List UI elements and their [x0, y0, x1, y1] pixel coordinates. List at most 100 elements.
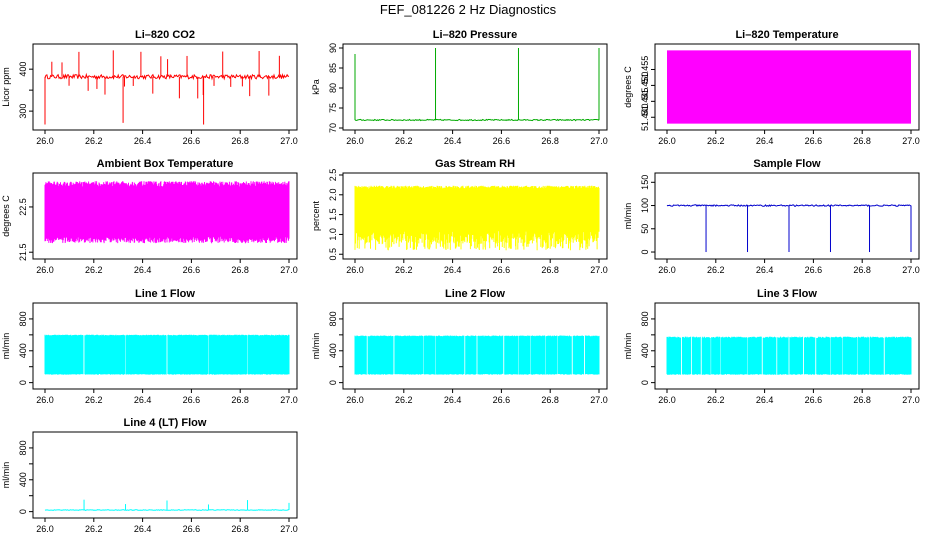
- y-tick-label: 100: [640, 198, 650, 213]
- chart-title: Line 4 (LT) Flow: [124, 417, 207, 429]
- y-tick-label: 300: [18, 104, 28, 119]
- y-tick-label: 1.0: [328, 228, 338, 241]
- chart-panel-8: Line 2 Flow ml/min 26.0 26.2 26.4 26.6 26.8 27.…: [311, 288, 608, 405]
- data-series: [44, 50, 290, 125]
- y-tick-label: 2.5: [328, 169, 338, 182]
- y-tick-label: 80: [328, 83, 338, 93]
- x-tick-label: 26.2: [85, 136, 103, 146]
- y-tick-label: 22.5: [18, 198, 28, 216]
- chart-panel-4: Ambient Box Temperature degrees C 26.0 26.2…: [1, 158, 298, 275]
- y-tick-label: 0: [640, 250, 650, 255]
- plot-frame: [654, 172, 920, 260]
- y-axis-label: ml/min: [1, 462, 11, 489]
- x-tick-label: 26.2: [395, 395, 413, 405]
- x-tick-label: 26.4: [134, 265, 152, 275]
- plot-frame: [342, 172, 608, 260]
- x-tick-label: 26.8: [231, 524, 249, 534]
- x-tick-label: 26.8: [853, 265, 871, 275]
- x-tick-label: 26.2: [395, 265, 413, 275]
- plot-frame: [342, 43, 608, 131]
- data-spread: [354, 335, 600, 375]
- x-tick-label: 27.0: [590, 265, 608, 275]
- chart-panel-10: Line 4 (LT) Flow ml/min 26.0 26.2 26.4 26.6 26…: [1, 417, 298, 534]
- x-tick-label: 27.0: [902, 265, 920, 275]
- chart-title: Gas Stream RH: [435, 158, 515, 170]
- chart-panel-7: Line 1 Flow ml/min 26.0 26.2 26.4 26.6 26.8 27.…: [1, 288, 298, 405]
- data-series: [44, 499, 290, 511]
- x-tick-label: 26.6: [183, 395, 201, 405]
- data-series: [354, 48, 600, 122]
- y-axis-label: percent: [311, 200, 321, 231]
- x-tick-label: 26.8: [231, 265, 249, 275]
- x-tick-label: 26.4: [756, 265, 774, 275]
- x-tick-label: 26.0: [658, 265, 676, 275]
- chart-title: Line 1 Flow: [135, 288, 195, 300]
- x-tick-label: 26.2: [85, 265, 103, 275]
- x-tick-label: 26.6: [805, 136, 823, 146]
- data-spread: [44, 334, 290, 375]
- x-tick-label: 26.0: [36, 524, 54, 534]
- x-tick-label: 26.4: [134, 136, 152, 146]
- y-tick-label: 400: [328, 343, 338, 358]
- y-tick-label: 90: [328, 43, 338, 53]
- x-tick-label: 26.2: [85, 524, 103, 534]
- y-axis-label: ml/min: [311, 333, 321, 360]
- x-tick-label: 27.0: [590, 136, 608, 146]
- chart-title: Li–820 Temperature: [735, 29, 838, 41]
- x-tick-label: 26.4: [444, 395, 462, 405]
- data-series: [667, 50, 911, 124]
- y-tick-label: 400: [640, 343, 650, 358]
- y-tick-label: 2.0: [328, 189, 338, 202]
- x-tick-label: 27.0: [280, 265, 298, 275]
- y-tick-label: 21.5: [18, 243, 28, 261]
- data-trace: [44, 509, 289, 511]
- data-spread: [666, 336, 912, 375]
- x-tick-label: 26.6: [183, 265, 201, 275]
- y-axis-label: ml/min: [623, 333, 633, 360]
- data-band: [667, 50, 911, 124]
- data-series: [354, 335, 600, 375]
- x-tick-label: 26.2: [707, 136, 725, 146]
- x-tick-label: 26.4: [444, 265, 462, 275]
- y-tick-label: 800: [18, 440, 28, 455]
- y-tick-label: 400: [18, 472, 28, 487]
- x-tick-label: 27.0: [280, 524, 298, 534]
- x-tick-label: 26.6: [493, 136, 511, 146]
- data-spread: [44, 181, 290, 244]
- plot-frame: [32, 43, 298, 131]
- x-tick-label: 26.4: [444, 136, 462, 146]
- plot-frame: [32, 172, 298, 260]
- page-title: FEF_081226 2 Hz Diagnostics: [379, 2, 557, 17]
- x-tick-label: 26.6: [805, 395, 823, 405]
- data-series: [44, 181, 290, 244]
- data-series: [354, 185, 600, 251]
- y-tick-label: 51.450: [640, 72, 650, 100]
- x-tick-label: 26.8: [853, 136, 871, 146]
- y-tick-label: 800: [18, 311, 28, 326]
- x-tick-label: 26.2: [707, 395, 725, 405]
- x-tick-label: 27.0: [590, 395, 608, 405]
- y-tick-label: 800: [640, 311, 650, 326]
- chart-title: Ambient Box Temperature: [97, 158, 234, 170]
- y-tick-label: 0: [328, 380, 338, 385]
- y-tick-label: 0.5: [328, 248, 338, 261]
- plot-frame: [32, 431, 298, 519]
- x-tick-label: 26.6: [493, 265, 511, 275]
- y-tick-label: 51.455: [640, 56, 650, 84]
- y-tick-label: 800: [328, 311, 338, 326]
- plot-frame: [654, 43, 920, 131]
- plot-frame: [32, 302, 298, 390]
- chart-title: Li–820 Pressure: [433, 29, 517, 41]
- y-axis-label: Licor ppm: [1, 67, 11, 107]
- x-tick-label: 26.8: [231, 395, 249, 405]
- x-tick-label: 26.8: [231, 136, 249, 146]
- data-series: [44, 334, 290, 375]
- x-tick-label: 26.8: [541, 136, 559, 146]
- x-tick-label: 27.0: [280, 395, 298, 405]
- x-tick-label: 26.8: [541, 395, 559, 405]
- x-tick-label: 26.0: [346, 136, 364, 146]
- x-tick-label: 26.2: [395, 136, 413, 146]
- chart-panel-6: Sample Flow ml/min 26.0 26.2 26.4 26.6 26.8 27.…: [623, 158, 920, 275]
- y-axis-label: degrees C: [1, 195, 11, 237]
